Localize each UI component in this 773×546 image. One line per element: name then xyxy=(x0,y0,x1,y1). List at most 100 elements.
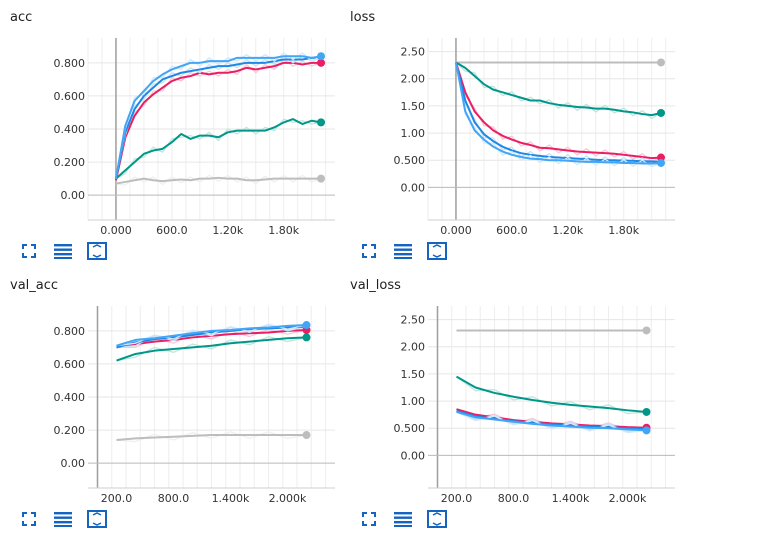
list-lines-icon xyxy=(394,512,412,527)
toggle-data-button[interactable] xyxy=(52,510,74,528)
fit-domain-button[interactable] xyxy=(86,242,108,260)
fit-domain-button[interactable] xyxy=(426,510,448,528)
series-raw-line xyxy=(115,55,322,179)
fit-domain-icon xyxy=(427,510,447,528)
fit-domain-icon xyxy=(87,510,107,528)
val-loss-plot[interactable]: 0.00 0.500 1.00 1.50 2.00 2.50 200.0 800.0 1.400… xyxy=(340,268,680,504)
series-line xyxy=(116,434,307,442)
y-tick-label: 1.00 xyxy=(401,395,426,408)
y-tick-label: 0.400 xyxy=(54,391,86,404)
y-tick-label: 0.00 xyxy=(61,189,86,202)
y-tick-label: 0.00 xyxy=(61,457,86,470)
acc-chart-card: acc 0.00 0.200 0.400 0.600 0.800 0.000 600.0 1.… xyxy=(0,0,340,268)
chart-toolbar xyxy=(18,510,108,528)
series-end-marker xyxy=(302,321,311,330)
y-tick-label: 0.400 xyxy=(54,123,86,136)
series-end-marker xyxy=(642,407,651,416)
x-tick-label: 1.400k xyxy=(212,492,250,504)
series-line xyxy=(454,62,662,165)
x-tick-label: 800.0 xyxy=(498,492,530,504)
series-raw-line xyxy=(115,118,322,180)
series-raw-line xyxy=(116,335,307,362)
toggle-data-button[interactable] xyxy=(392,242,414,260)
chart-title: val_loss xyxy=(350,278,401,293)
x-tick-label: 1.80k xyxy=(608,224,639,236)
x-tick-label: 2.000k xyxy=(269,492,307,504)
y-tick-label: 0.500 xyxy=(394,422,426,435)
chart-title: loss xyxy=(350,10,376,25)
y-tick-label: 2.00 xyxy=(401,73,426,86)
series-end-marker xyxy=(317,118,326,127)
fullscreen-corners-icon xyxy=(22,244,36,258)
y-tick-label: 0.200 xyxy=(54,156,86,169)
series-line xyxy=(116,336,307,362)
series-line xyxy=(115,176,322,185)
list-lines-icon xyxy=(394,244,412,259)
y-tick-label: 2.50 xyxy=(401,46,426,59)
x-tick-label: 0.000 xyxy=(100,224,132,236)
y-tick-label: 0.00 xyxy=(401,449,426,462)
x-tick-label: 1.80k xyxy=(268,224,299,236)
series-end-marker xyxy=(657,158,666,167)
list-lines-icon xyxy=(54,244,72,259)
series-raw-line xyxy=(116,323,307,347)
series-raw-line xyxy=(456,410,647,433)
y-tick-label: 0.800 xyxy=(54,57,86,70)
series-raw-line xyxy=(455,62,662,168)
series-end-marker xyxy=(302,333,311,342)
series-end-marker xyxy=(317,174,326,183)
val-acc-chart-card: val_acc 0.00 0.200 0.400 0.600 0.800 200.0 800… xyxy=(0,268,340,536)
val-acc-plot[interactable]: 0.00 0.200 0.400 0.600 0.800 200.0 800.0 1.400k… xyxy=(0,268,340,504)
fit-domain-icon xyxy=(87,242,107,260)
chart-title: val_acc xyxy=(10,278,59,293)
expand-button[interactable] xyxy=(18,510,40,528)
series-raw-line xyxy=(456,411,647,434)
loss-chart-card: loss 0.00 0.500 1.00 1.50 2.00 2.50 0.000 600.0… xyxy=(340,0,680,268)
chart-toolbar xyxy=(358,242,448,260)
x-tick-label: 200.0 xyxy=(101,492,133,504)
toggle-data-button[interactable] xyxy=(52,242,74,260)
y-tick-label: 1.00 xyxy=(401,127,426,140)
series-line xyxy=(114,55,322,179)
x-tick-label: 0.000 xyxy=(440,224,472,236)
expand-button[interactable] xyxy=(358,510,380,528)
toggle-data-button[interactable] xyxy=(392,510,414,528)
series-line xyxy=(114,56,322,179)
fullscreen-corners-icon xyxy=(362,244,376,258)
loss-plot[interactable]: 0.00 0.500 1.00 1.50 2.00 2.50 0.000 600.0 1.20k… xyxy=(340,0,680,236)
expand-button[interactable] xyxy=(358,242,380,260)
list-lines-icon xyxy=(54,512,72,527)
series-end-marker xyxy=(642,326,651,335)
x-tick-label: 1.20k xyxy=(552,224,583,236)
series-line xyxy=(114,61,322,181)
series-line xyxy=(116,325,307,349)
y-tick-label: 1.50 xyxy=(401,100,426,113)
series-raw-line xyxy=(456,408,647,432)
fit-domain-button[interactable] xyxy=(86,510,108,528)
series-end-marker xyxy=(657,58,666,67)
y-tick-label: 2.00 xyxy=(401,341,426,354)
series-end-marker xyxy=(302,431,311,440)
expand-button[interactable] xyxy=(18,242,40,260)
x-tick-label: 800.0 xyxy=(158,492,190,504)
series-raw-line xyxy=(116,328,307,349)
y-tick-label: 1.50 xyxy=(401,368,426,381)
acc-plot[interactable]: 0.00 0.200 0.400 0.600 0.800 0.000 600.0 1.20k 1… xyxy=(0,0,340,236)
y-tick-label: 2.50 xyxy=(401,314,426,327)
fit-domain-button[interactable] xyxy=(426,242,448,260)
x-tick-label: 1.400k xyxy=(552,492,590,504)
series-line xyxy=(116,324,307,347)
y-tick-label: 0.600 xyxy=(54,358,86,371)
series-raw-line xyxy=(116,431,307,443)
x-tick-label: 600.0 xyxy=(496,224,528,236)
series-line xyxy=(455,61,662,117)
series-raw-line xyxy=(456,376,647,415)
series-line xyxy=(455,62,662,160)
chart-title: acc xyxy=(10,10,33,25)
fullscreen-corners-icon xyxy=(22,512,36,526)
series-end-marker xyxy=(657,108,666,117)
series-raw-line xyxy=(455,61,662,120)
y-tick-label: 0.200 xyxy=(54,424,86,437)
series-line xyxy=(115,118,322,180)
series-line xyxy=(456,375,647,413)
